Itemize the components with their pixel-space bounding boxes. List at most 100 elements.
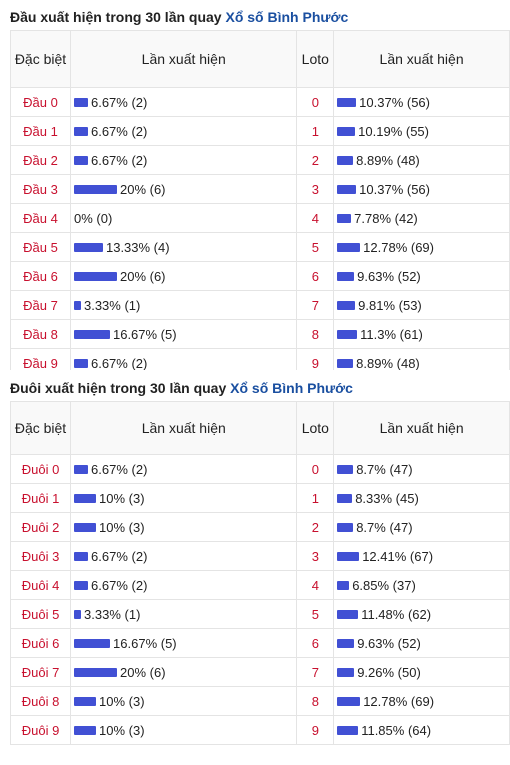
count-cell: 20% (6): [69, 261, 298, 291]
loto-count-cell: 11.48% (62): [333, 599, 510, 629]
loto-count-value: 12.78% (69): [363, 240, 434, 256]
loto-count-cell: 8.33% (45): [333, 483, 510, 513]
count-value: 6.67% (2): [90, 95, 148, 111]
loto-count-cell: 11.85% (64): [333, 715, 510, 745]
loto-digit: 8: [296, 686, 335, 716]
duoi-title-link[interactable]: Xổ số Bình Phước: [230, 380, 353, 396]
count-value: 10% (3): [99, 520, 145, 536]
loto-digit: 6: [296, 261, 335, 291]
row-label: Đầu 9: [10, 348, 71, 370]
loto-count-cell: 12.41% (67): [333, 541, 510, 571]
count-cell: 10% (3): [70, 512, 298, 542]
header-count-loto: Lần xuất hiện: [333, 401, 510, 455]
loto-count-bar: [337, 330, 358, 340]
loto-count-cell: 10.19% (55): [333, 116, 510, 146]
table-row: Đuôi 9 10% (3) 9 11.85% (64): [9, 715, 510, 745]
table-row: Đuôi 7 20% (6) 7 9.26% (50): [9, 657, 510, 687]
loto-digit: 0: [296, 87, 335, 117]
table-row: Đuôi 5 3.33% (1) 5 11.48% (62): [9, 599, 510, 629]
count-bar: [74, 523, 97, 533]
count-value: 6.67% (2): [90, 124, 148, 140]
count-cell: 10% (3): [70, 715, 298, 745]
row-label: Đuôi 1: [9, 483, 72, 513]
count-value: 13.33% (4): [105, 240, 170, 256]
table-row: Đuôi 4 6.67% (2) 4 6.85% (37): [9, 570, 510, 600]
count-bar: [73, 301, 81, 311]
duoi-section-title: Đuôi xuất hiện trong 30 lần quay Xổ số B…: [10, 380, 353, 396]
loto-count-bar: [337, 697, 361, 707]
count-value: 10% (3): [99, 723, 145, 739]
row-label: Đầu 5: [10, 232, 71, 262]
loto-count-value: 8.33% (45): [355, 491, 419, 507]
count-value: 3.33% (1): [84, 607, 141, 623]
row-label: Đuôi 9: [9, 715, 72, 745]
count-cell: 10% (3): [70, 483, 298, 513]
loto-digit: 5: [296, 599, 335, 629]
loto-count-bar: [337, 301, 356, 311]
loto-count-bar: [337, 726, 359, 736]
count-cell: 6.67% (2): [70, 541, 298, 571]
loto-count-cell: 10.37% (56): [333, 87, 510, 117]
count-value: 16.67% (5): [113, 636, 177, 652]
loto-count-bar: [337, 668, 355, 678]
loto-digit: 8: [296, 319, 335, 349]
loto-count-bar: [337, 581, 350, 591]
count-cell: 6.67% (2): [69, 145, 298, 175]
loto-digit: 1: [296, 116, 335, 146]
table-row: Đầu 9 6.67% (2) 9 8.89% (48): [10, 348, 510, 370]
loto-count-cell: 8.7% (47): [333, 454, 510, 484]
count-cell: 6.67% (2): [69, 116, 298, 146]
count-value: 3.33% (1): [83, 298, 141, 314]
count-cell: 13.33% (4): [69, 232, 298, 262]
loto-count-value: 12.78% (69): [363, 694, 435, 710]
loto-count-cell: 12.78% (69): [333, 686, 510, 716]
dau-title-text: Đầu xuất hiện trong 30 lần quay: [10, 9, 226, 25]
dau-table-viewport: Đặc biệt Lần xuất hiện Loto Lần xuất hiệ…: [0, 30, 510, 370]
loto-digit: 4: [296, 203, 335, 233]
loto-count-cell: 12.78% (69): [333, 232, 510, 262]
loto-digit: 5: [296, 232, 335, 262]
count-bar: [74, 697, 97, 707]
loto-count-value: 11.48% (62): [361, 607, 432, 623]
loto-count-value: 9.81% (53): [358, 298, 422, 314]
header-loto: Loto: [296, 401, 335, 455]
count-cell: 3.33% (1): [69, 290, 298, 320]
loto-digit: 3: [296, 541, 335, 571]
count-value: 16.67% (5): [112, 327, 177, 343]
row-label: Đầu 0: [10, 87, 71, 117]
row-label: Đuôi 3: [9, 541, 72, 571]
count-value: 6.67% (2): [90, 153, 148, 169]
loto-count-bar: [337, 610, 359, 620]
dau-title-link[interactable]: Xổ số Bình Phước: [225, 9, 349, 25]
loto-count-value: 10.37% (56): [359, 95, 430, 111]
count-value: 6.67% (2): [90, 356, 148, 370]
table-row: Đầu 4 0% (0) 4 7.78% (42): [10, 203, 510, 233]
table-row: Đầu 8 16.67% (5) 8 11.3% (61): [10, 319, 510, 349]
row-label: Đuôi 0: [9, 454, 72, 484]
count-bar: [73, 98, 88, 108]
loto-count-cell: 9.81% (53): [333, 290, 510, 320]
loto-digit: 9: [296, 715, 335, 745]
row-label: Đuôi 4: [9, 570, 72, 600]
table-row: Đầu 3 20% (6) 3 10.37% (56): [10, 174, 510, 204]
loto-count-value: 10.37% (56): [359, 182, 430, 198]
row-label: Đuôi 2: [9, 512, 72, 542]
loto-count-cell: 6.85% (37): [333, 570, 510, 600]
loto-count-bar: [337, 214, 352, 224]
count-bar: [74, 639, 111, 649]
count-cell: 10% (3): [70, 686, 298, 716]
duoi-title-text: Đuôi xuất hiện trong 30 lần quay: [10, 380, 231, 396]
row-label: Đuôi 6: [9, 628, 72, 658]
table-row: Đuôi 6 16.67% (5) 6 9.63% (52): [9, 628, 510, 658]
table-row: Đầu 1 6.67% (2) 1 10.19% (55): [10, 116, 510, 146]
loto-count-cell: 8.7% (47): [333, 512, 510, 542]
count-value: 6.67% (2): [91, 578, 148, 594]
loto-count-bar: [337, 523, 354, 533]
table-row: Đầu 5 13.33% (4) 5 12.78% (69): [10, 232, 510, 262]
row-label: Đuôi 8: [9, 686, 72, 716]
count-cell: 3.33% (1): [70, 599, 298, 629]
loto-digit: 3: [296, 174, 335, 204]
count-bar: [73, 330, 110, 340]
loto-count-bar: [337, 465, 354, 475]
header-count-loto: Lần xuất hiện: [333, 30, 510, 88]
